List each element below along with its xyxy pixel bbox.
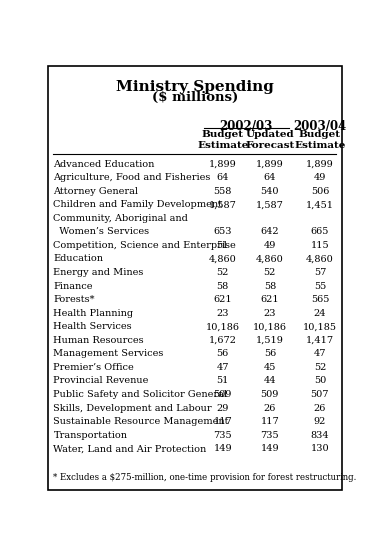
Text: 1,519: 1,519 [256, 336, 284, 345]
Text: Budget
Estimate: Budget Estimate [197, 130, 249, 150]
Text: 558: 558 [214, 186, 232, 196]
Text: Attorney General: Attorney General [53, 186, 138, 196]
Text: 10,185: 10,185 [303, 322, 337, 331]
Text: Community, Aboriginal and: Community, Aboriginal and [53, 214, 188, 223]
Text: 565: 565 [311, 295, 329, 304]
Text: 509: 509 [214, 390, 232, 399]
Text: Children and Family Development: Children and Family Development [53, 200, 222, 209]
Text: Management Services: Management Services [53, 349, 164, 358]
Text: Provincial Revenue: Provincial Revenue [53, 376, 149, 386]
Text: 117: 117 [260, 417, 279, 426]
Text: 56: 56 [264, 349, 276, 358]
Text: 1,587: 1,587 [256, 200, 284, 209]
Text: 735: 735 [261, 431, 279, 439]
Text: 26: 26 [314, 404, 326, 412]
Text: Women’s Services: Women’s Services [53, 227, 149, 236]
Text: 51: 51 [217, 376, 229, 386]
Text: 57: 57 [314, 268, 326, 277]
Text: 1,417: 1,417 [306, 336, 334, 345]
Text: 130: 130 [310, 444, 329, 453]
Text: 2003/04: 2003/04 [293, 120, 347, 133]
Text: 117: 117 [213, 417, 232, 426]
Text: Public Safety and Solicitor General: Public Safety and Solicitor General [53, 390, 227, 399]
Text: Premier’s Office: Premier’s Office [53, 363, 134, 372]
Text: 115: 115 [310, 241, 329, 250]
Text: 665: 665 [311, 227, 329, 236]
Text: 2002/03: 2002/03 [220, 120, 273, 133]
Text: 149: 149 [261, 444, 279, 453]
Text: 58: 58 [217, 282, 229, 290]
Text: 47: 47 [217, 363, 229, 372]
Text: 52: 52 [217, 268, 229, 277]
Text: Competition, Science and Enterprise: Competition, Science and Enterprise [53, 241, 236, 250]
Text: 10,186: 10,186 [206, 322, 240, 331]
Text: 834: 834 [310, 431, 329, 439]
Text: 52: 52 [314, 363, 326, 372]
Text: 64: 64 [264, 173, 276, 182]
Text: 51: 51 [217, 241, 229, 250]
Text: 1,587: 1,587 [209, 200, 237, 209]
Text: Sustainable Resource Management: Sustainable Resource Management [53, 417, 229, 426]
Text: Agriculture, Food and Fisheries: Agriculture, Food and Fisheries [53, 173, 211, 182]
Text: 49: 49 [314, 173, 326, 182]
Text: Transportation: Transportation [53, 431, 127, 439]
Text: 29: 29 [217, 404, 229, 412]
Text: 642: 642 [261, 227, 279, 236]
Text: * Excludes a $275-million, one-time provision for forest restructuring.: * Excludes a $275-million, one-time prov… [53, 473, 357, 482]
Text: Human Resources: Human Resources [53, 336, 144, 345]
Text: 540: 540 [261, 186, 279, 196]
Text: 47: 47 [314, 349, 326, 358]
Text: 56: 56 [217, 349, 229, 358]
Text: ($ millions): ($ millions) [152, 91, 238, 103]
Text: Health Planning: Health Planning [53, 309, 133, 318]
Text: 149: 149 [214, 444, 232, 453]
Text: Health Services: Health Services [53, 322, 132, 331]
Text: 64: 64 [217, 173, 229, 182]
Text: 621: 621 [261, 295, 279, 304]
Text: Forests*: Forests* [53, 295, 95, 304]
Text: Updated
Forecast: Updated Forecast [245, 130, 294, 150]
Text: 26: 26 [264, 404, 276, 412]
Text: 509: 509 [261, 390, 279, 399]
Text: 507: 507 [311, 390, 329, 399]
Text: 55: 55 [314, 282, 326, 290]
Text: 4,860: 4,860 [306, 255, 334, 263]
Text: 23: 23 [217, 309, 229, 318]
Text: 1,451: 1,451 [306, 200, 334, 209]
Text: 1,899: 1,899 [306, 160, 334, 169]
Text: 92: 92 [314, 417, 326, 426]
Text: 735: 735 [214, 431, 232, 439]
Text: Skills, Development and Labour: Skills, Development and Labour [53, 404, 212, 412]
Text: 621: 621 [214, 295, 232, 304]
Text: 1,899: 1,899 [256, 160, 284, 169]
Text: 50: 50 [314, 376, 326, 386]
Text: 44: 44 [264, 376, 276, 386]
Text: 4,860: 4,860 [256, 255, 284, 263]
Text: 506: 506 [311, 186, 329, 196]
Text: Advanced Education: Advanced Education [53, 160, 155, 169]
Text: 10,186: 10,186 [253, 322, 287, 331]
Text: Finance: Finance [53, 282, 93, 290]
Text: 58: 58 [264, 282, 276, 290]
Text: 23: 23 [264, 309, 276, 318]
Text: 45: 45 [264, 363, 276, 372]
Text: 52: 52 [264, 268, 276, 277]
Text: 4,860: 4,860 [209, 255, 237, 263]
Text: Budget
Estimate: Budget Estimate [294, 130, 345, 150]
Text: Ministry Spending: Ministry Spending [116, 80, 274, 94]
Text: Energy and Mines: Energy and Mines [53, 268, 144, 277]
Text: Water, Land and Air Protection: Water, Land and Air Protection [53, 444, 207, 453]
Text: 653: 653 [214, 227, 232, 236]
Text: 49: 49 [264, 241, 276, 250]
Text: Education: Education [53, 255, 103, 263]
Text: 1,672: 1,672 [209, 336, 237, 345]
Text: 1,899: 1,899 [209, 160, 237, 169]
Text: 24: 24 [314, 309, 326, 318]
